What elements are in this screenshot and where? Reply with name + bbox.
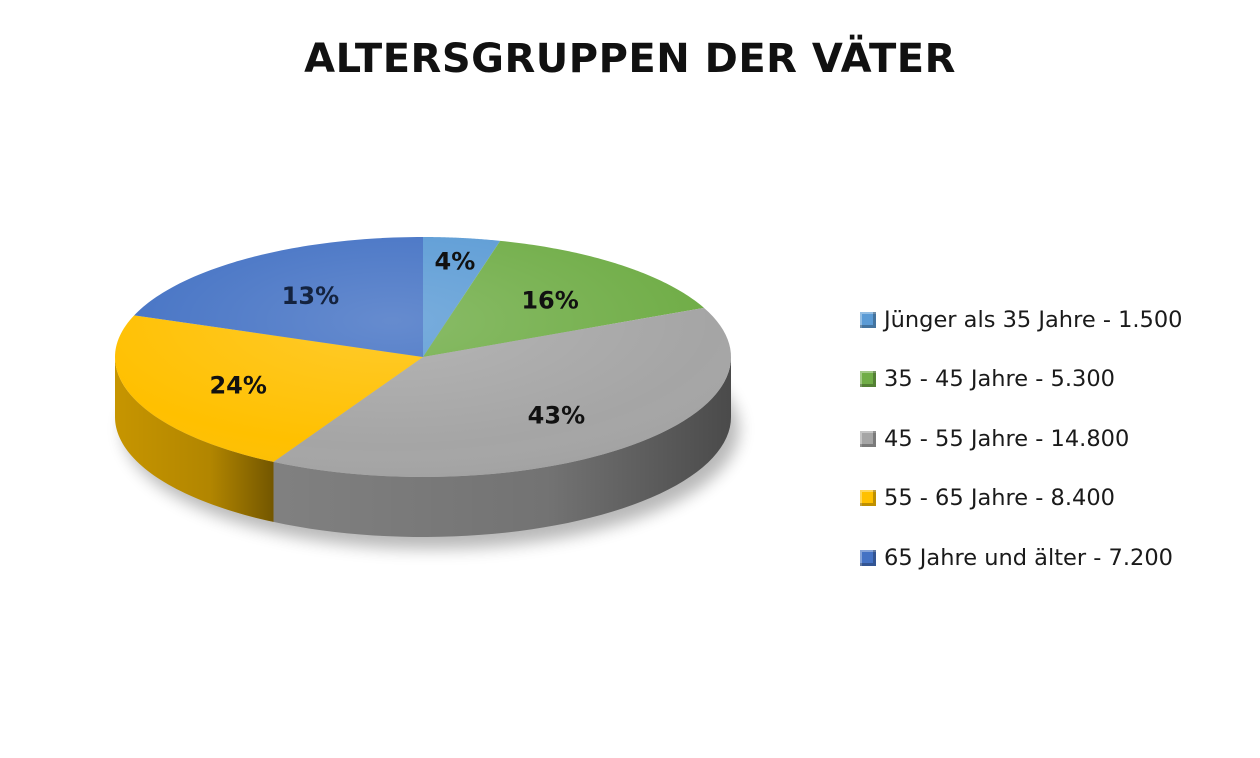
chart-title: ALTERSGRUPPEN DER VÄTER [304,36,956,82]
legend-item-4: 65 Jahre und älter - 7.200 [860,528,1250,588]
data-label-4: 13% [282,282,339,310]
legend: Jünger als 35 Jahre - 1.500 35 - 45 Jahre… [860,290,1250,588]
legend-swatch-4 [860,549,876,566]
pie-side-shade-2 [273,357,731,537]
legend-label-3: 55 - 65 Jahre - 8.400 [884,485,1115,512]
pie-top-sheen [115,237,731,477]
pie-side-shade-3 [115,357,274,522]
legend-item-0: Jünger als 35 Jahre - 1.500 [860,290,1250,350]
legend-swatch-1 [860,371,876,388]
legend-swatch-0 [860,311,876,328]
legend-swatch-3 [860,490,876,507]
data-label-1: 16% [521,286,578,314]
legend-label-4: 65 Jahre und älter - 7.200 [884,544,1173,571]
legend-item-3: 55 - 65 Jahre - 8.400 [860,469,1250,529]
data-label-3: 24% [209,372,266,400]
legend-item-2: 45 - 55 Jahre - 14.800 [860,409,1250,469]
data-label-2: 43% [528,402,585,430]
legend-label-2: 45 - 55 Jahre - 14.800 [884,425,1130,452]
legend-label-0: Jünger als 35 Jahre - 1.500 [884,306,1183,333]
legend-item-1: 35 - 45 Jahre - 5.300 [860,350,1250,410]
legend-swatch-2 [860,430,876,447]
data-label-0: 4% [435,247,476,275]
legend-label-1: 35 - 45 Jahre - 5.300 [884,366,1115,393]
